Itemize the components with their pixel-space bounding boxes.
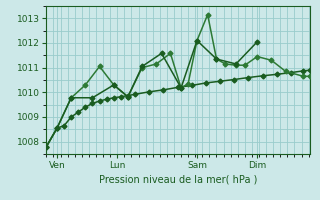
X-axis label: Pression niveau de la mer( hPa ): Pression niveau de la mer( hPa ) <box>99 174 258 184</box>
